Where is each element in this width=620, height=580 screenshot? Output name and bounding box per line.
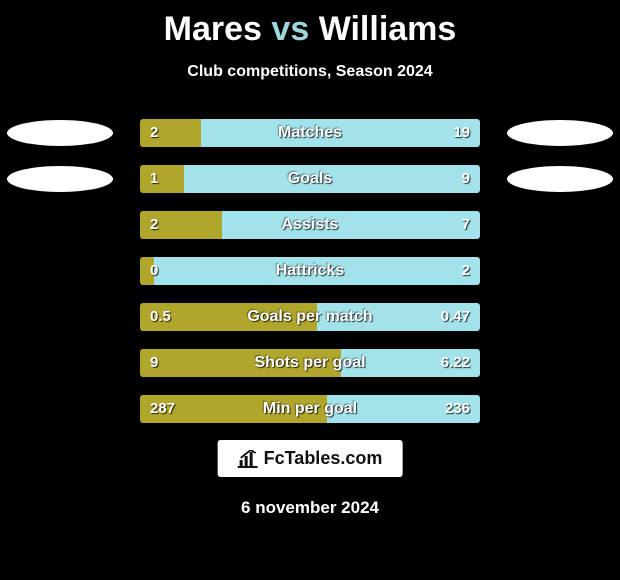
stat-bar: 0.50.47Goals per match: [140, 303, 480, 331]
stat-row: 96.22Shots per goal: [0, 340, 620, 386]
stat-bar: 219Matches: [140, 119, 480, 147]
page-title: Mares vs Williams: [0, 0, 620, 49]
stat-row: 02Hattricks: [0, 248, 620, 294]
comparison-card: Mares vs Williams Club competitions, Sea…: [0, 0, 620, 580]
stat-row: 219Matches: [0, 110, 620, 156]
subtitle: Club competitions, Season 2024: [0, 63, 620, 81]
decor-ellipse-left: [7, 120, 113, 146]
player1-name: Mares: [164, 10, 262, 48]
stat-label: Hattricks: [140, 257, 480, 285]
source-badge: FcTables.com: [218, 440, 403, 477]
stat-row: 287236Min per goal: [0, 386, 620, 432]
stat-row: 19Goals: [0, 156, 620, 202]
chart-icon: [238, 450, 258, 468]
source-text: FcTables.com: [264, 448, 383, 469]
stat-label: Shots per goal: [140, 349, 480, 377]
stat-row: 0.50.47Goals per match: [0, 294, 620, 340]
stat-label: Goals per match: [140, 303, 480, 331]
stat-label: Min per goal: [140, 395, 480, 423]
stat-bar: 02Hattricks: [140, 257, 480, 285]
vs-label: vs: [271, 10, 309, 48]
decor-ellipse-right: [507, 120, 613, 146]
stat-label: Assists: [140, 211, 480, 239]
stat-bar: 27Assists: [140, 211, 480, 239]
stat-label: Matches: [140, 119, 480, 147]
player2-name: Williams: [319, 10, 457, 48]
stat-bar: 287236Min per goal: [140, 395, 480, 423]
stat-bar: 19Goals: [140, 165, 480, 193]
decor-ellipse-left: [7, 166, 113, 192]
stat-label: Goals: [140, 165, 480, 193]
stats-chart: 219Matches 19Goals 27Assists 02Hattricks 0.5…: [0, 110, 620, 432]
decor-ellipse-right: [507, 166, 613, 192]
stat-bar: 96.22Shots per goal: [140, 349, 480, 377]
date-label: 6 november 2024: [0, 498, 620, 518]
stat-row: 27Assists: [0, 202, 620, 248]
